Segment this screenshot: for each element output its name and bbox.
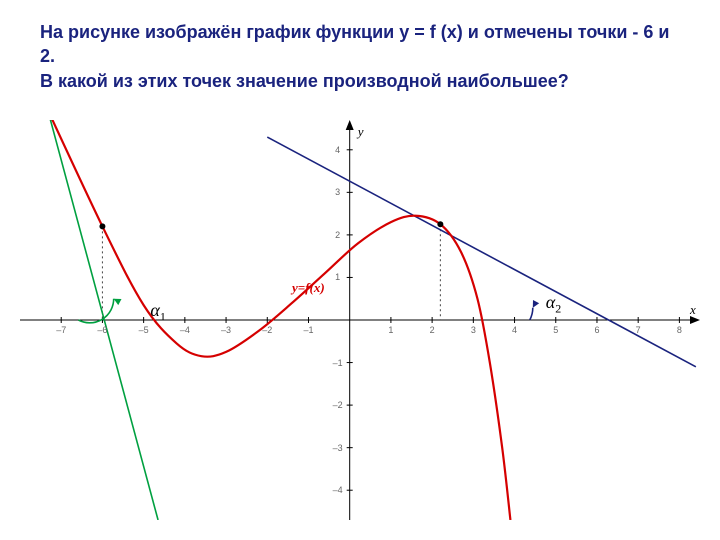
y-axis-label: y xyxy=(358,124,364,140)
x-tick-label: 6 xyxy=(594,325,599,335)
alpha2-label: α2 xyxy=(546,292,561,317)
x-tick-label: –3 xyxy=(221,325,231,335)
y-tick-label: –1 xyxy=(333,358,343,368)
x-tick-label: –7 xyxy=(56,325,66,335)
x-tick-label: –6 xyxy=(97,325,107,335)
y-tick-label: –4 xyxy=(333,485,343,495)
x-tick-label: –1 xyxy=(303,325,313,335)
y-tick-label: 4 xyxy=(335,145,340,155)
y-tick-label: –3 xyxy=(333,443,343,453)
chart-area: –7 –6 –5 –4 –3 –2 –1 1 2 3 4 5 6 7 8 –4 –3 –2 –1 1 2 3 4 x y y=f… xyxy=(20,120,700,520)
x-tick-label: 4 xyxy=(512,325,517,335)
x-tick-label: 1 xyxy=(388,325,393,335)
x-tick-label: 5 xyxy=(553,325,558,335)
y-tick-label: 1 xyxy=(335,272,340,282)
x-tick-label: 3 xyxy=(471,325,476,335)
problem-title: На рисунке изображён график функции y = … xyxy=(40,20,680,93)
alpha1-label: α1 xyxy=(150,300,165,325)
title-line-2: В какой из этих точек значение производн… xyxy=(40,71,569,91)
y-tick-label: –2 xyxy=(333,400,343,410)
x-tick-label: –5 xyxy=(139,325,149,335)
title-line-1: На рисунке изображён график функции y = … xyxy=(40,22,670,66)
curve-label: y=f(x) xyxy=(292,280,325,296)
x-tick-label: 2 xyxy=(430,325,435,335)
x-tick-label: 8 xyxy=(677,325,682,335)
x-axis-label: x xyxy=(690,302,696,318)
x-tick-label: 7 xyxy=(636,325,641,335)
y-tick-label: 2 xyxy=(335,230,340,240)
y-tick-label: 3 xyxy=(335,187,340,197)
chart-svg xyxy=(20,120,700,520)
x-tick-label: –2 xyxy=(262,325,272,335)
x-tick-label: –4 xyxy=(180,325,190,335)
